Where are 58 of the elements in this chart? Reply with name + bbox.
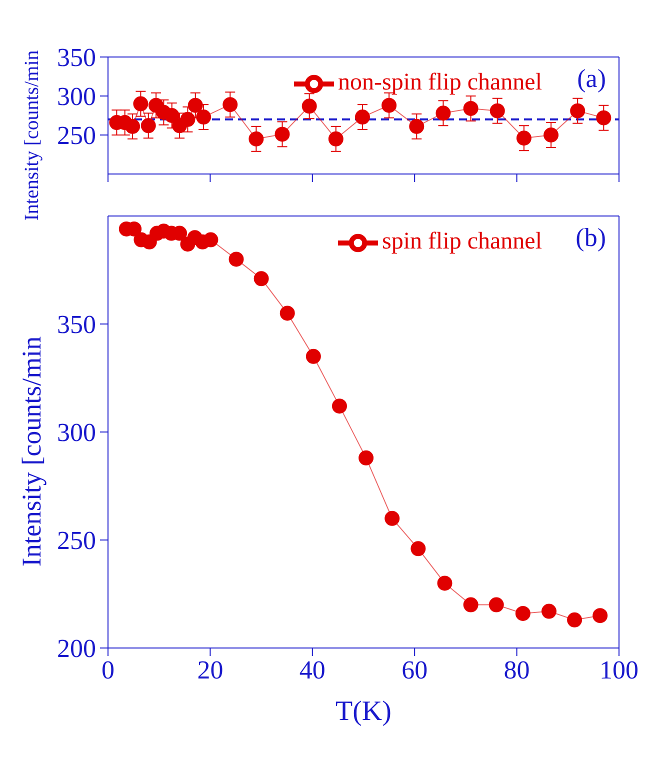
annotation: (b) bbox=[576, 223, 606, 253]
point bbox=[254, 271, 269, 286]
point bbox=[596, 110, 612, 126]
y-tick-label: 350 bbox=[57, 43, 96, 72]
point bbox=[280, 306, 295, 321]
x-axis-title: T(K) bbox=[336, 696, 392, 727]
point bbox=[515, 606, 530, 621]
point bbox=[164, 108, 180, 123]
y-tick-label: 250 bbox=[57, 526, 96, 556]
legend-label: non-spin flip channel bbox=[338, 70, 542, 96]
x-tick-label: 100 bbox=[600, 655, 638, 684]
point bbox=[228, 252, 244, 267]
point bbox=[328, 131, 344, 146]
point bbox=[410, 541, 426, 556]
annotation: (a) bbox=[577, 64, 606, 94]
point bbox=[196, 110, 212, 125]
point bbox=[354, 110, 370, 125]
point bbox=[332, 398, 347, 414]
y-tick-label: 300 bbox=[57, 82, 96, 112]
legend-label: spin flip channel bbox=[382, 228, 542, 255]
point bbox=[302, 98, 317, 114]
point bbox=[248, 131, 264, 146]
x-tick-label: 0 bbox=[102, 655, 114, 684]
y-axis-title: Intensity [counts/min bbox=[20, 50, 44, 220]
point bbox=[567, 612, 582, 628]
y-axis-title: Intensity [counts/min bbox=[16, 336, 48, 567]
y-tick-label: 200 bbox=[57, 634, 96, 664]
point bbox=[180, 112, 196, 127]
point bbox=[188, 98, 203, 113]
x-tick-label: 60 bbox=[402, 655, 428, 684]
point bbox=[541, 604, 556, 619]
x-tick-label: 20 bbox=[197, 655, 224, 684]
point bbox=[125, 118, 140, 134]
y-tick-label: 350 bbox=[57, 310, 96, 340]
x-tick-label: 80 bbox=[504, 655, 530, 684]
y-tick-label: 250 bbox=[57, 121, 96, 150]
point bbox=[570, 103, 586, 118]
y-tick-label: 300 bbox=[57, 418, 96, 448]
point bbox=[382, 98, 397, 113]
point bbox=[306, 348, 321, 364]
point bbox=[203, 232, 218, 248]
x-tick-label: 40 bbox=[299, 655, 326, 684]
point bbox=[490, 103, 505, 118]
point bbox=[409, 118, 424, 134]
point bbox=[358, 450, 374, 466]
point bbox=[544, 128, 559, 142]
point bbox=[222, 97, 238, 112]
point bbox=[133, 96, 148, 112]
point bbox=[437, 576, 452, 591]
point bbox=[436, 106, 451, 121]
point bbox=[274, 126, 290, 142]
point bbox=[592, 608, 608, 624]
point bbox=[384, 510, 400, 526]
point bbox=[463, 100, 478, 116]
point bbox=[140, 118, 156, 134]
point bbox=[488, 597, 504, 612]
point bbox=[516, 130, 532, 146]
point bbox=[463, 597, 478, 612]
